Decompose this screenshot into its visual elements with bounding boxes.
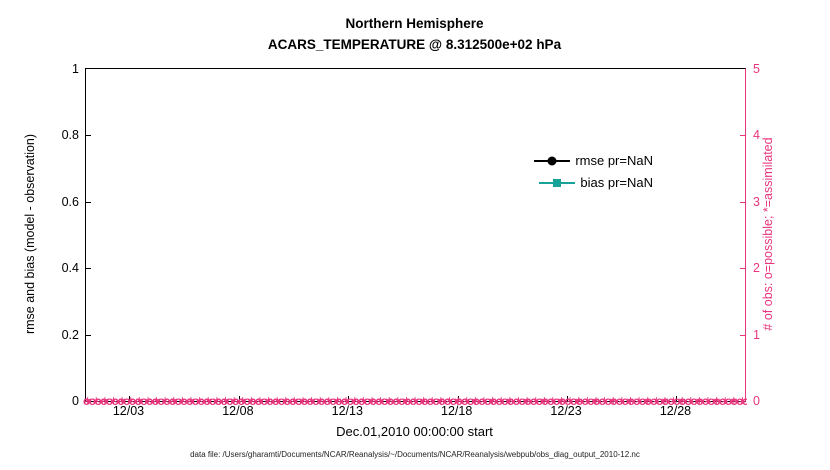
- left-ytick-0_4: 0.4: [61, 261, 79, 276]
- xtick-12-13: 12/13: [331, 404, 363, 418]
- right-tick-mark: [740, 135, 745, 137]
- title-block: Northern Hemisphere ACARS_TEMPERATURE @ …: [85, 13, 744, 55]
- x-tick-labels: 12/03 12/08 12/13 12/18 12/23 12/28: [85, 404, 744, 420]
- x-tick-mark: [348, 396, 350, 401]
- x-tick-mark: [567, 396, 569, 401]
- xtick-12-03: 12/03: [112, 404, 145, 418]
- x-tick-mark: [676, 396, 678, 401]
- data-file-note: data file: /Users/gharamti/Documents/NCA…: [190, 450, 640, 459]
- left-ytick-0: 0: [72, 394, 79, 408]
- right-ytick-2: 2: [753, 261, 760, 276]
- bias-square-marker-icon: [553, 178, 562, 187]
- plot-area: 1 0.8 0.6 0.4 0.2 0 5 4 3 2 1 0: [62, 62, 760, 408]
- xtick-12-23: 12/23: [550, 404, 582, 418]
- right-ytick-3: 3: [753, 194, 760, 209]
- right-ytick-4: 4: [753, 128, 760, 143]
- bias-line-sample: [539, 177, 576, 189]
- left-tick-mark: [86, 268, 91, 270]
- right-y-axis-label: # of obs: o=possible; *=assimilated: [761, 137, 775, 331]
- x-tick-mark: [457, 396, 459, 401]
- legend-label-bias: bias pr=NaN: [580, 175, 653, 190]
- left-tick-mark: [86, 135, 91, 137]
- left-tick-mark: [86, 334, 91, 336]
- x-tick-mark: [238, 396, 240, 401]
- legend-entry-rmse: rmse pr=NaN: [534, 151, 653, 170]
- right-ytick-5: 5: [753, 62, 760, 76]
- left-ytick-0_6: 0.6: [61, 194, 79, 209]
- rmse-circle-marker-icon: [547, 156, 557, 165]
- xtick-12-18: 12/18: [441, 404, 473, 418]
- plot-title-region: Northern Hemisphere: [345, 16, 484, 31]
- right-tick-mark: [740, 268, 745, 270]
- plot-title-variable: ACARS_TEMPERATURE @ 8.312500e+02 hPa: [267, 37, 562, 52]
- x-tick-mark: [129, 396, 131, 401]
- legend-label-rmse: rmse pr=NaN: [575, 153, 653, 168]
- legend: rmse pr=NaN bias pr=NaN: [534, 151, 653, 192]
- right-tick-mark: [740, 334, 745, 336]
- right-tick-mark: [740, 201, 745, 203]
- left-ytick-0_8: 0.8: [61, 128, 79, 143]
- left-ytick-1: 1: [72, 62, 79, 76]
- x-axis-label: Dec.01,2010 00:00:00 start: [336, 424, 493, 439]
- legend-entry-bias: bias pr=NaN: [539, 173, 653, 192]
- xtick-12-08: 12/08: [222, 404, 254, 418]
- rmse-line-sample: [534, 155, 571, 167]
- right-ytick-0: 0: [753, 394, 760, 408]
- xtick-12-28: 12/28: [659, 404, 692, 418]
- left-tick-mark: [86, 201, 91, 203]
- right-ytick-1: 1: [753, 327, 760, 342]
- left-ytick-0_2: 0.2: [61, 327, 79, 342]
- left-y-axis-label: rmse and bias (model - observation): [23, 133, 37, 335]
